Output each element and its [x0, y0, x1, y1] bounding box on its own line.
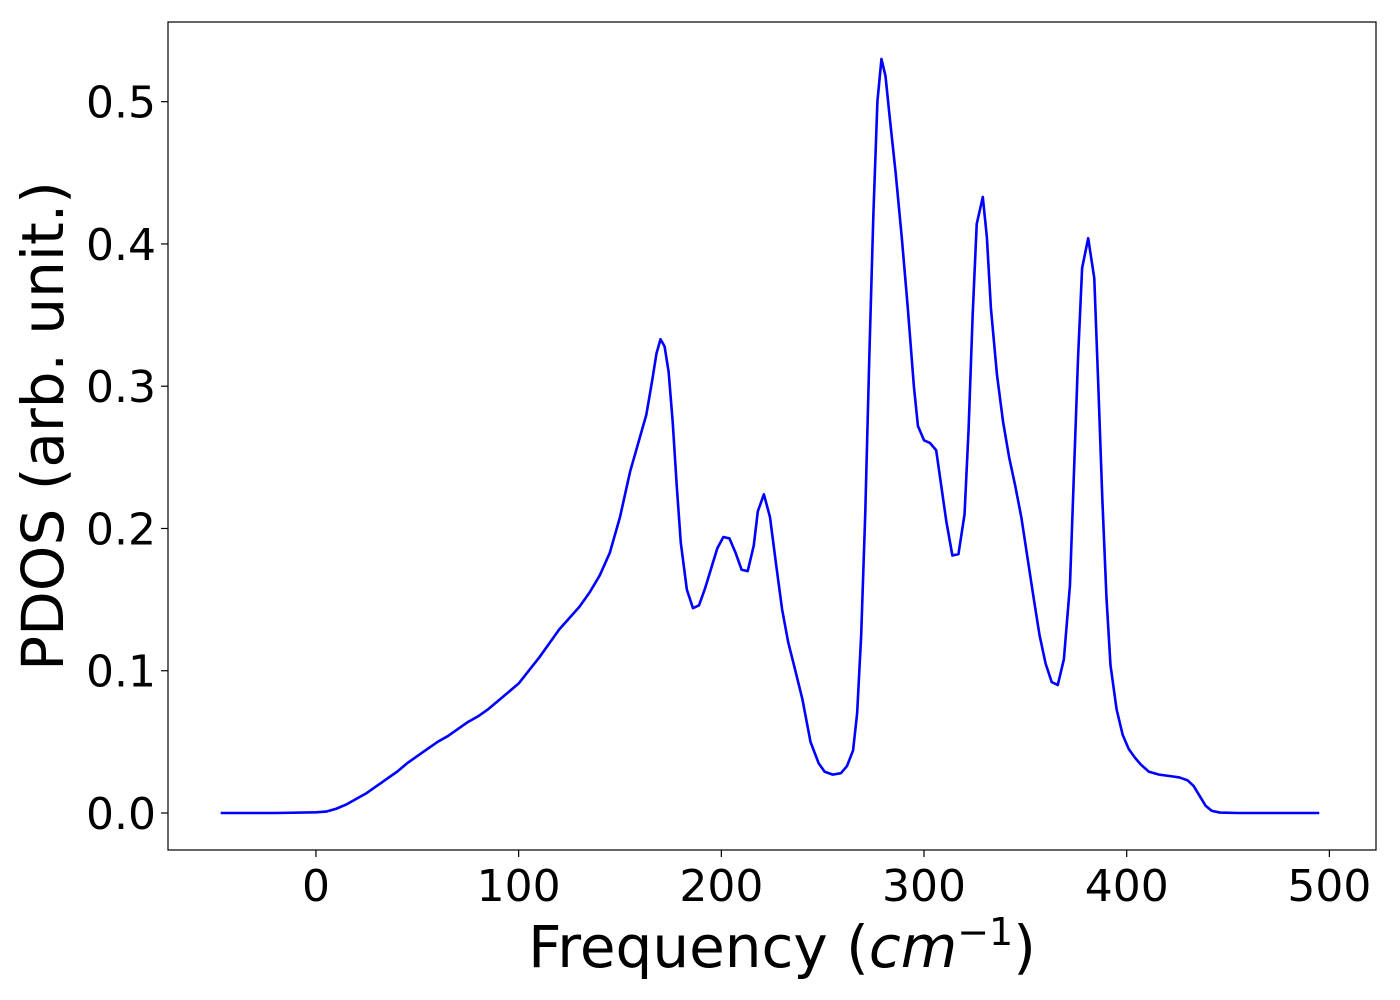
x-tick-label: 400 — [1085, 861, 1169, 912]
y-tick-label: 0.1 — [86, 647, 156, 698]
y-tick-label: 0.0 — [86, 789, 156, 840]
y-tick-label: 0.4 — [86, 220, 156, 271]
y-tick-label: 0.5 — [86, 78, 156, 129]
x-tick-label: 300 — [882, 861, 966, 912]
x-tick-label: 100 — [477, 861, 561, 912]
y-tick-label: 0.3 — [86, 362, 156, 413]
x-axis-title-exponent: −1 — [957, 910, 1013, 954]
x-axis-title-text: Frequency ( — [528, 913, 869, 981]
plot-area — [220, 57, 1320, 815]
y-tick-label: 0.2 — [86, 504, 156, 555]
x-tick-label: 500 — [1287, 861, 1371, 912]
y-axis-title: PDOS (arb. unit.) — [9, 181, 77, 671]
x-axis-title-unit: cm — [869, 913, 957, 981]
x-tick-label: 200 — [679, 861, 763, 912]
x-tick-label: 0 — [302, 861, 330, 912]
axis-ticks: 0 100 200 300 400 500 0.0 0.1 0.2 0.3 0.4 0.5 — [86, 78, 1371, 912]
x-axis-title: Frequency (cm−1) — [528, 910, 1036, 981]
plot-frame — [167, 21, 1377, 851]
x-axis-title-close: ) — [1013, 913, 1036, 981]
series-line-0 — [220, 57, 1320, 815]
